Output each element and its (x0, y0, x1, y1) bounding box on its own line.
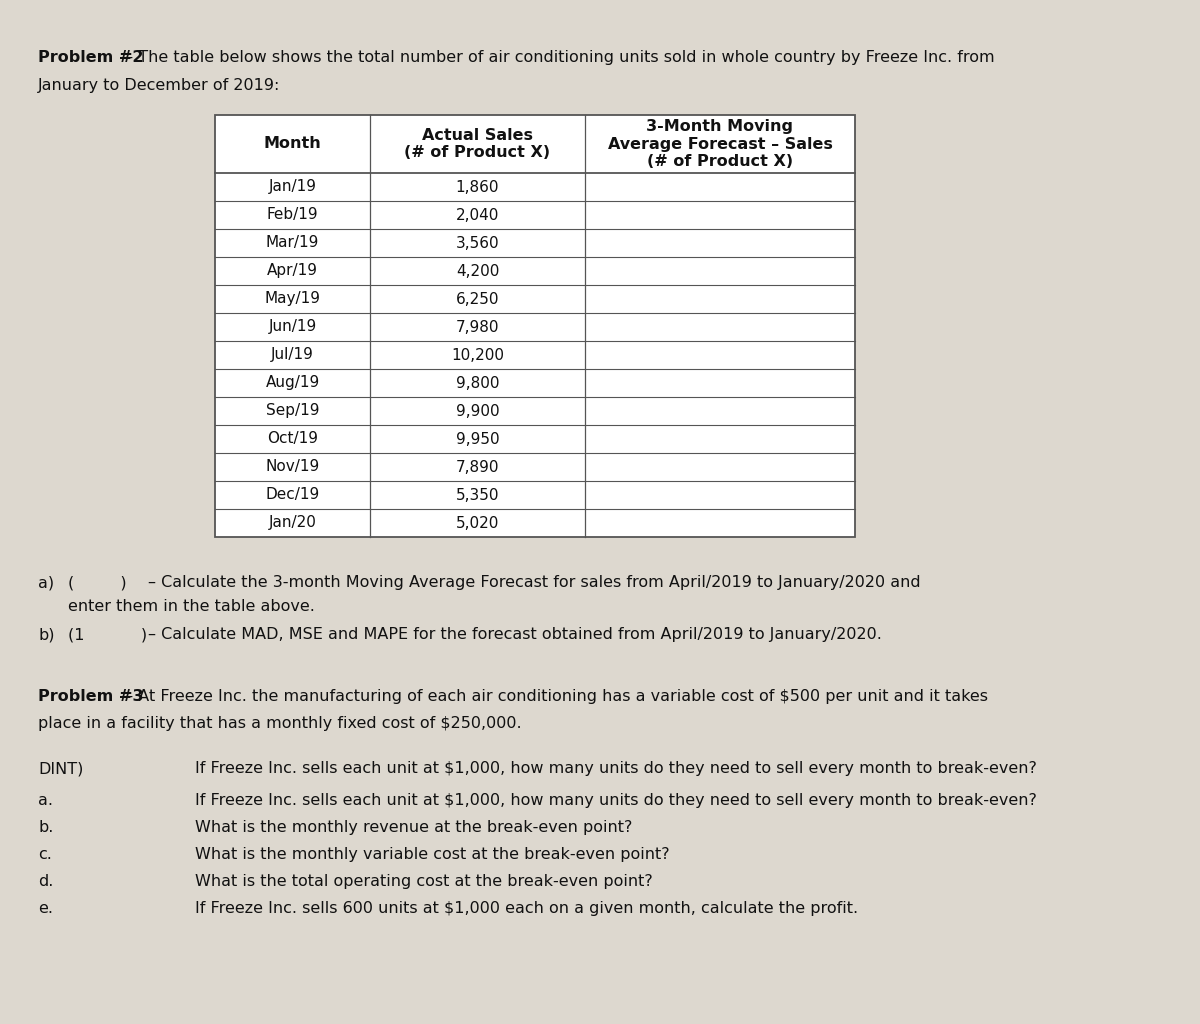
Text: May/19: May/19 (264, 292, 320, 306)
Text: Jan/19: Jan/19 (269, 179, 317, 195)
Text: 4,200: 4,200 (456, 263, 499, 279)
Text: 5,350: 5,350 (456, 487, 499, 503)
Text: 9,800: 9,800 (456, 376, 499, 390)
Text: d.: d. (38, 874, 53, 889)
Text: Jan/20: Jan/20 (269, 515, 317, 530)
Text: If Freeze Inc. sells 600 units at $1,000 each on a given month, calculate the pr: If Freeze Inc. sells 600 units at $1,000… (194, 901, 858, 916)
Text: Month: Month (264, 136, 322, 152)
Text: – Calculate the 3-month Moving Average Forecast for sales from April/2019 to Jan: – Calculate the 3-month Moving Average F… (148, 575, 920, 590)
Text: e.: e. (38, 901, 53, 916)
Text: Mar/19: Mar/19 (266, 236, 319, 251)
Text: 7,890: 7,890 (456, 460, 499, 474)
Text: 5,020: 5,020 (456, 515, 499, 530)
Text: 3-Month Moving
Average Forecast – Sales
(# of Product X): 3-Month Moving Average Forecast – Sales … (607, 119, 833, 169)
Text: What is the monthly revenue at the break-even point?: What is the monthly revenue at the break… (194, 820, 632, 835)
Text: If Freeze Inc. sells each unit at $1,000, how many units do they need to sell ev: If Freeze Inc. sells each unit at $1,000… (194, 761, 1037, 776)
Text: Oct/19: Oct/19 (266, 431, 318, 446)
Text: – The table below shows the total number of air conditioning units sold in whole: – The table below shows the total number… (120, 50, 995, 65)
Text: Aug/19: Aug/19 (265, 376, 319, 390)
Text: – At Freeze Inc. the manufacturing of each air conditioning has a variable cost : – At Freeze Inc. the manufacturing of ea… (120, 689, 988, 705)
Text: a): a) (38, 575, 54, 590)
Text: 3,560: 3,560 (456, 236, 499, 251)
Text: Actual Sales
(# of Product X): Actual Sales (# of Product X) (404, 128, 551, 160)
Text: 9,950: 9,950 (456, 431, 499, 446)
Text: Feb/19: Feb/19 (266, 208, 318, 222)
Bar (215, 115, 854, 537)
Text: b.: b. (38, 820, 53, 835)
Text: Problem #3: Problem #3 (38, 689, 144, 705)
Text: place in a facility that has a monthly fixed cost of $250,000.: place in a facility that has a monthly f… (38, 716, 522, 731)
Text: (1           ): (1 ) (68, 627, 148, 642)
Text: c.: c. (38, 847, 52, 862)
Text: Sep/19: Sep/19 (265, 403, 319, 419)
Text: What is the monthly variable cost at the break-even point?: What is the monthly variable cost at the… (194, 847, 670, 862)
Text: Jun/19: Jun/19 (269, 319, 317, 335)
Text: Apr/19: Apr/19 (266, 263, 318, 279)
Text: 7,980: 7,980 (456, 319, 499, 335)
Text: Jul/19: Jul/19 (271, 347, 314, 362)
Text: Problem #2: Problem #2 (38, 50, 144, 65)
Text: 1,860: 1,860 (456, 179, 499, 195)
Text: (         ): ( ) (68, 575, 127, 590)
Text: enter them in the table above.: enter them in the table above. (68, 599, 314, 614)
Text: 9,900: 9,900 (456, 403, 499, 419)
Text: What is the total operating cost at the break-even point?: What is the total operating cost at the … (194, 874, 653, 889)
Text: 2,040: 2,040 (456, 208, 499, 222)
Text: – Calculate MAD, MSE and MAPE for the forecast obtained from April/2019 to Janua: – Calculate MAD, MSE and MAPE for the fo… (148, 627, 882, 642)
Text: Nov/19: Nov/19 (265, 460, 319, 474)
Text: DINT): DINT) (38, 761, 83, 776)
Text: a.: a. (38, 793, 53, 808)
Text: If Freeze Inc. sells each unit at $1,000, how many units do they need to sell ev: If Freeze Inc. sells each unit at $1,000… (194, 793, 1037, 808)
Bar (215, 115, 854, 537)
Text: Dec/19: Dec/19 (265, 487, 319, 503)
Text: 6,250: 6,250 (456, 292, 499, 306)
Text: 10,200: 10,200 (451, 347, 504, 362)
Text: b): b) (38, 627, 54, 642)
Text: January to December of 2019:: January to December of 2019: (38, 78, 281, 93)
